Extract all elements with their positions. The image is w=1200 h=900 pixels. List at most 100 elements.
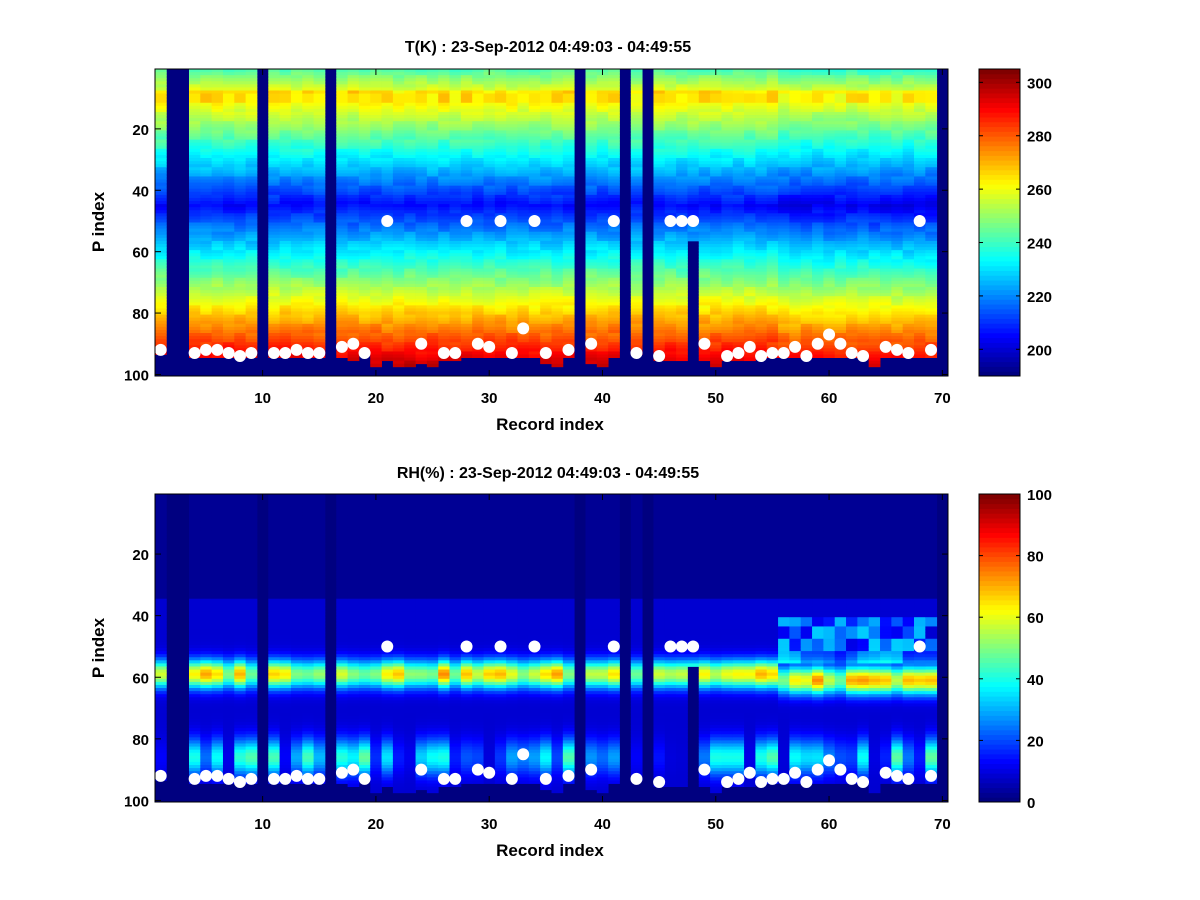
heatmap-cell xyxy=(370,81,382,85)
heatmap-cell xyxy=(630,302,643,306)
heatmap-cell xyxy=(812,320,824,325)
heatmap-cell xyxy=(721,305,734,309)
heatmap-cell xyxy=(506,93,518,98)
heatmap-cell xyxy=(800,311,813,315)
heatmap-cell xyxy=(302,154,314,159)
record-column-30 xyxy=(483,69,496,358)
heatmap-cell xyxy=(302,228,314,233)
heatmap-cell xyxy=(585,72,598,76)
heatmap-cell xyxy=(268,93,281,98)
heatmap-cell xyxy=(155,87,167,91)
heatmap-cell xyxy=(778,243,790,248)
heatmap-cell xyxy=(585,250,598,254)
heatmap-cell xyxy=(449,201,462,205)
heatmap-cell xyxy=(551,188,564,193)
heatmap-cell xyxy=(313,158,326,162)
heatmap-cell xyxy=(404,293,416,297)
heatmap-cell xyxy=(812,234,824,239)
heatmap-cell xyxy=(551,308,564,312)
heatmap-cell xyxy=(755,130,768,134)
heatmap-cell xyxy=(778,237,790,242)
heatmap-cell xyxy=(392,118,405,122)
heatmap-cell xyxy=(710,182,722,187)
heatmap-cell xyxy=(415,75,428,79)
heatmap-cell xyxy=(721,78,734,82)
heatmap-cell xyxy=(290,253,303,257)
heatmap-cell xyxy=(472,302,484,306)
heatmap-cell xyxy=(404,299,416,303)
heatmap-cell xyxy=(517,191,530,196)
heatmap-cell xyxy=(540,158,552,162)
heatmap-cell xyxy=(721,333,734,337)
heatmap-cell xyxy=(381,305,394,309)
heatmap-cell xyxy=(381,290,394,294)
heatmap-cell xyxy=(381,96,394,101)
heatmap-cell xyxy=(279,333,292,337)
heatmap-cell xyxy=(732,342,745,346)
heatmap-cell xyxy=(664,265,677,269)
heatmap-cell xyxy=(449,293,462,297)
heatmap-cell xyxy=(698,213,711,217)
heatmap-cell xyxy=(290,176,303,180)
heatmap-cell xyxy=(200,139,213,144)
heatmap-cell xyxy=(415,105,428,110)
heatmap-cell xyxy=(460,351,473,355)
heatmap-cell xyxy=(710,164,722,168)
heatmap-cell xyxy=(517,69,530,73)
heatmap-cell xyxy=(426,148,439,153)
heatmap-cell xyxy=(766,329,779,334)
heatmap-cell xyxy=(676,164,688,168)
heatmap-cell xyxy=(313,253,326,257)
heatmap-cell xyxy=(710,308,722,312)
heatmap-cell xyxy=(630,194,643,199)
heatmap-cell xyxy=(744,182,756,187)
heatmap-cell xyxy=(494,256,507,260)
heatmap-cell xyxy=(155,84,167,88)
heatmap-cell xyxy=(155,78,167,82)
heatmap-cell xyxy=(404,130,416,134)
heatmap-cell xyxy=(268,191,281,196)
heatmap-cell xyxy=(812,158,824,162)
heatmap-cell xyxy=(155,167,167,171)
heatmap-cell xyxy=(245,274,258,279)
heatmap-cell xyxy=(200,75,213,79)
heatmap-cell xyxy=(483,259,496,263)
heatmap-cell xyxy=(268,339,281,343)
heatmap-cell xyxy=(494,207,507,211)
heatmap-cell xyxy=(744,311,756,315)
heatmap-cell xyxy=(347,188,360,193)
heatmap-cell xyxy=(336,225,348,230)
heatmap-cell xyxy=(766,170,779,174)
heatmap-cell xyxy=(778,148,790,153)
heatmap-cell xyxy=(789,280,802,285)
heatmap-cell xyxy=(302,69,314,73)
heatmap-cell xyxy=(290,326,303,331)
heatmap-cell xyxy=(698,145,711,150)
heatmap-cell xyxy=(381,201,394,205)
heatmap-cell xyxy=(562,133,575,137)
heatmap-cell xyxy=(472,158,484,162)
heatmap-cell xyxy=(415,127,428,131)
heatmap-cell xyxy=(721,127,734,131)
heatmap-cell xyxy=(302,225,314,230)
heatmap-cell xyxy=(664,283,677,288)
heatmap-cell xyxy=(392,179,405,183)
heatmap-cell xyxy=(415,167,428,171)
heatmap-cell xyxy=(415,81,428,85)
heatmap-cell xyxy=(483,250,496,254)
heatmap-cell xyxy=(245,317,258,322)
heatmap-cell xyxy=(483,286,496,291)
heatmap-cell xyxy=(517,216,530,220)
heatmap-cell xyxy=(676,286,688,291)
heatmap-cell xyxy=(766,161,779,165)
heatmap-cell xyxy=(222,314,235,319)
heatmap-cell xyxy=(517,250,530,254)
heatmap-cell xyxy=(506,329,518,334)
heatmap-cell xyxy=(392,72,405,76)
heatmap-cell xyxy=(800,72,813,76)
heatmap-cell xyxy=(347,69,360,73)
heatmap-cell xyxy=(336,111,348,116)
heatmap-cell xyxy=(766,237,779,242)
heatmap-cell xyxy=(336,99,348,104)
heatmap-cell xyxy=(381,237,394,242)
